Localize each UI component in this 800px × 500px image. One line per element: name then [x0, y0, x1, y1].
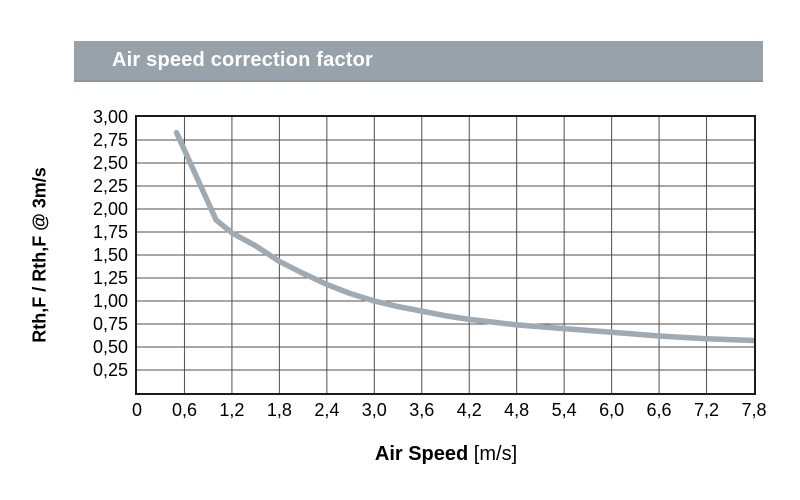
x-tick-label: 1,2 [219, 400, 245, 420]
x-axis-title-name: Air Speed [374, 443, 469, 465]
x-tick-label: 0 [131, 400, 142, 420]
y-tick-label: 0,25 [92, 360, 128, 380]
y-tick-label: 1,50 [92, 245, 128, 265]
x-tick-label: 0,6 [171, 400, 197, 420]
x-tick-label: 4,2 [456, 400, 482, 420]
y-tick-label: 2,75 [92, 130, 128, 150]
x-tick-label: 3,0 [361, 400, 387, 420]
x-tick-label: 7,2 [694, 400, 720, 420]
x-tick-label: 1,8 [266, 400, 292, 420]
series-rth-correction-factor [173, 129, 754, 344]
x-tick-label: 6,6 [646, 400, 672, 420]
chart-canvas [137, 117, 754, 393]
x-tick-label: 7,8 [741, 400, 767, 420]
chart-title-banner: Air speed correction factor [74, 41, 763, 82]
y-tick-label: 2,50 [92, 153, 128, 173]
y-tick-label: 2,25 [92, 176, 128, 196]
x-tick-label: 3,6 [409, 400, 435, 420]
y-tick-label: 3,00 [92, 107, 128, 127]
x-axis-title: Air Speed [m/s] [375, 443, 517, 466]
y-tick-label: 0,50 [92, 337, 128, 357]
y-tick-label: 2,00 [92, 199, 128, 219]
plot-border [135, 115, 756, 395]
y-axis-title: Rth,F / Rth,F @ 3m/s [29, 167, 50, 343]
x-tick-label: 2,4 [314, 400, 340, 420]
y-tick-label: 0,75 [92, 314, 128, 334]
x-tick-label: 6,0 [599, 400, 625, 420]
y-tick-label: 1,00 [92, 291, 128, 311]
x-tick-label: 5,4 [551, 400, 577, 420]
y-tick-label: 1,75 [92, 222, 128, 242]
chart-title: Air speed correction factor [112, 49, 374, 71]
y-tick-label: 1,25 [92, 268, 128, 288]
x-axis-title-unit: [m/s] [468, 443, 518, 465]
x-tick-label: 4,8 [504, 400, 530, 420]
